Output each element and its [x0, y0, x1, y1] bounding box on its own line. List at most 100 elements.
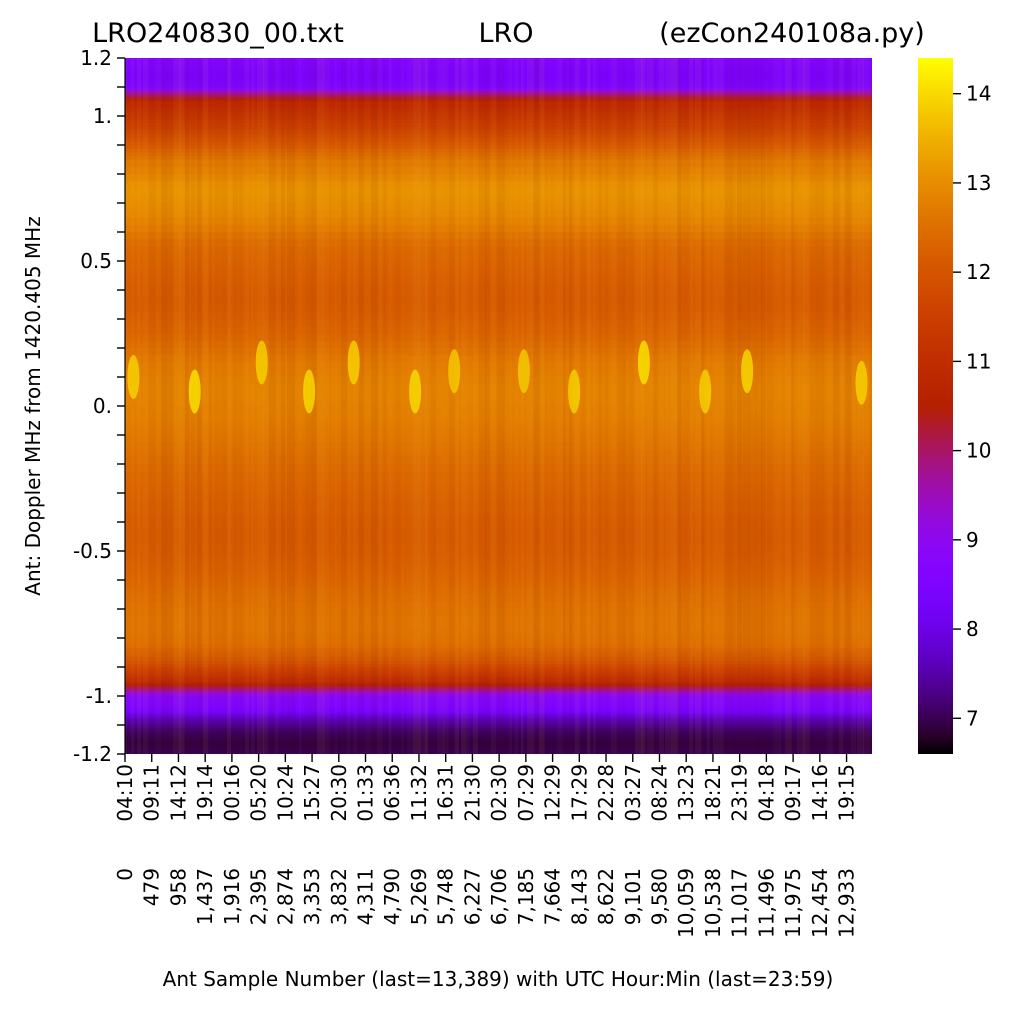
heatmap-row	[125, 725, 872, 729]
x-tick-time-label: 12:29	[541, 764, 565, 822]
heatmap-stripe	[785, 58, 792, 754]
heatmap-stripe	[419, 58, 427, 754]
heatmap-row	[125, 745, 872, 749]
x-tick-time-label: 20:30	[327, 764, 351, 822]
heatmap-row	[125, 648, 872, 654]
y-tick-label: -0.5	[73, 539, 112, 563]
heatmap-row	[125, 155, 872, 161]
x-tick-sample-label: 0	[113, 868, 137, 881]
heatmap-row	[125, 134, 872, 139]
heatmap-row	[125, 739, 872, 743]
heatmap-stripe	[209, 58, 212, 754]
heatmap-row	[125, 224, 872, 233]
heatmap-stripe	[353, 58, 357, 754]
heatmap-row	[125, 97, 872, 100]
heatmap-row	[125, 326, 872, 335]
heatmap-stripe	[803, 58, 810, 754]
heatmap-row	[125, 119, 872, 124]
x-tick-time-label: 10:24	[273, 764, 297, 822]
title-center: LRO	[478, 18, 533, 49]
x-tick-time-label: 09:11	[140, 764, 164, 822]
heatmap-stripe	[155, 58, 161, 754]
heatmap-stripe	[251, 58, 255, 754]
heatmap-row	[125, 268, 872, 277]
heatmap-stripe	[557, 58, 563, 754]
heatmap-stripe	[167, 58, 174, 754]
heatmap-row	[125, 311, 872, 320]
x-tick-sample-label: 2,874	[273, 868, 297, 925]
x-tick-sample-label: 1,437	[193, 868, 217, 925]
heatmap-row	[125, 727, 872, 732]
x-tick-time-label: 05:20	[247, 764, 271, 822]
heatmap-stripe	[311, 58, 317, 754]
y-tick-label: 0.5	[80, 249, 112, 273]
heatmap-stripe	[635, 58, 643, 754]
heatmap-row	[125, 507, 872, 516]
heatmap-stripe	[605, 58, 608, 754]
heatmap-stripe	[401, 58, 404, 754]
heatmap-row	[125, 369, 872, 378]
heatmap-stripe	[593, 58, 596, 754]
heatmap-row	[125, 91, 872, 94]
heatmap-stripe	[161, 58, 168, 754]
heatmap-stripe	[527, 58, 535, 754]
heatmap-row	[125, 94, 872, 98]
heatmap-row	[125, 152, 872, 157]
heatmap-stripe	[809, 58, 815, 754]
heatmap-stripe	[761, 58, 766, 754]
heatmap-row	[125, 130, 872, 135]
heatmap-row	[125, 282, 872, 291]
heatmap-row	[125, 667, 872, 671]
heatmap-stripe	[365, 58, 371, 754]
heatmap-row	[125, 677, 872, 680]
heatmap-row	[125, 681, 872, 685]
heatmap-stripe	[383, 58, 387, 754]
heatmap-plot-area	[125, 58, 875, 754]
colorbar-axis: 7 8 9 10 11 12 13 14	[953, 82, 991, 730]
x-tick-time-label: 03:27	[621, 764, 645, 822]
heatmap-row	[125, 340, 872, 349]
heatmap-hotspot	[409, 369, 422, 414]
x-tick-sample-label: 6,227	[460, 868, 484, 925]
x-tick-time-label: 04:10	[113, 764, 137, 822]
heatmap-stripe	[869, 58, 875, 754]
heatmap-stripe	[269, 58, 277, 754]
heatmap-row	[125, 730, 872, 735]
heatmap-stripe	[131, 58, 135, 754]
heatmap-stripe	[551, 58, 554, 754]
colorbar-tick-label: 8	[966, 617, 979, 641]
heatmap-row	[125, 623, 872, 630]
heatmap-row	[125, 685, 872, 689]
heatmap-row	[125, 148, 872, 153]
x-tick-sample-label: 12,454	[808, 868, 832, 938]
x-tick-sample-label: 7,664	[541, 868, 565, 925]
heatmap-stripe	[317, 58, 325, 754]
heatmap-row	[125, 656, 872, 662]
x-tick-sample-label: 9,101	[621, 868, 645, 925]
heatmap-hotspot	[303, 369, 316, 414]
heatmap-hotspot	[699, 369, 712, 414]
heatmap-row	[125, 493, 872, 501]
x-tick-time-label: 08:24	[648, 764, 672, 822]
x-tick-time-label: 16:31	[434, 764, 458, 822]
x-tick-sample-label: 5,269	[407, 868, 431, 925]
colorbar-tick-label: 13	[966, 171, 991, 195]
heatmap-row	[125, 449, 872, 458]
heatmap-row	[125, 551, 872, 559]
heatmap-row	[125, 719, 872, 723]
heatmap-row	[125, 616, 872, 625]
heatmap-row	[125, 181, 872, 190]
x-tick-sample-label: 4,311	[354, 868, 378, 925]
x-tick-time-label: 11:32	[407, 764, 431, 822]
heatmap-stripe	[797, 58, 805, 754]
heatmap-row	[125, 706, 872, 712]
heatmap-row	[125, 669, 872, 674]
heatmap-stripe	[215, 58, 220, 754]
heatmap-hotspot	[568, 369, 581, 414]
heatmap-row	[125, 61, 872, 66]
heatmap-row	[125, 456, 872, 465]
heatmap-stripe	[329, 58, 331, 754]
heatmap-stripe	[467, 58, 470, 754]
x-tick-sample-label: 5,748	[434, 868, 458, 925]
colorbar-tick-label: 12	[966, 260, 991, 284]
